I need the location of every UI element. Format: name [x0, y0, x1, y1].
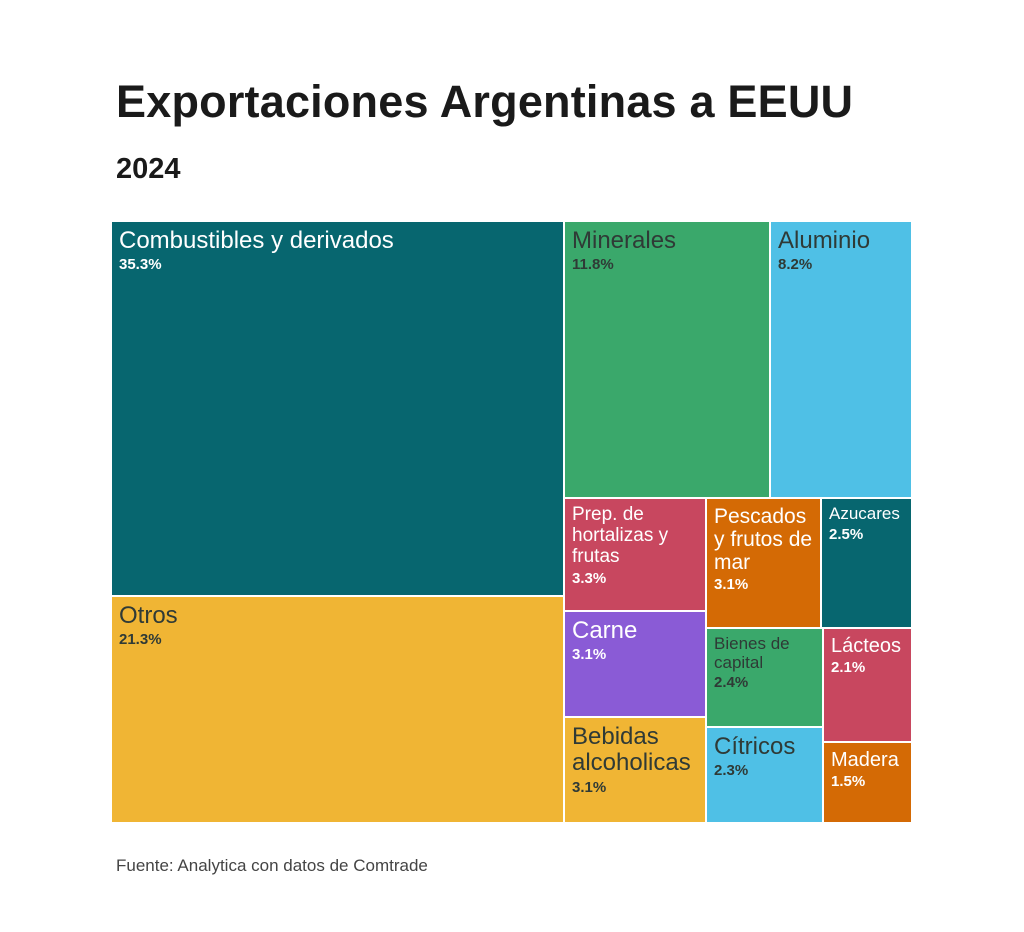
cell-label: Madera	[831, 749, 899, 771]
treemap-cell: Prep. de hortalizas y frutas 3.3%	[564, 498, 706, 611]
treemap-cell: Bebidas alcoholicas 3.1%	[564, 717, 706, 823]
cell-label: Minerales	[572, 227, 677, 254]
cell-label: Lácteos	[831, 635, 902, 657]
cell-value: 8.2%	[778, 256, 813, 274]
cell-label: Pescados y frutos de mar	[714, 505, 813, 575]
cell-value: 2.3%	[714, 762, 749, 780]
cell-label: Otros	[119, 602, 178, 629]
cell-label: Cítricos	[714, 733, 796, 760]
cell-value: 2.5%	[829, 525, 864, 543]
treemap-cell: Bienes de capital 2.4%	[706, 628, 823, 727]
cell-label: Azucares	[829, 504, 900, 523]
treemap-cell: Carne 3.1%	[564, 611, 706, 717]
cell-value: 11.8%	[572, 256, 614, 274]
cell-label: Prep. de hortalizas y frutas	[572, 504, 669, 567]
cell-value: 35.3%	[119, 256, 162, 274]
treemap-cell: Madera 1.5%	[823, 742, 912, 823]
treemap-cell: Lácteos 2.1%	[823, 628, 912, 742]
cell-label: Combustibles y derivados	[119, 227, 394, 254]
source-note: Fuente: Analytica con datos de Comtrade	[116, 856, 428, 875]
treemap-cell: Combustibles y derivados 35.3%	[111, 221, 564, 596]
treemap-cell: Aluminio 8.2%	[770, 221, 912, 498]
cell-value: 3.1%	[572, 778, 607, 796]
cell-value: 3.1%	[714, 576, 749, 594]
cell-label: Aluminio	[778, 227, 871, 254]
cell-label: Bienes de capital	[714, 634, 790, 672]
chart-subtitle: 2024	[116, 153, 181, 185]
cell-value: 21.3%	[119, 631, 162, 649]
cell-label: Bebidas alcoholicas	[572, 723, 691, 777]
treemap-cell: Cítricos 2.3%	[706, 727, 823, 823]
treemap-cell: Minerales 11.8%	[564, 221, 770, 498]
treemap-cell: Pescados y frutos de mar 3.1%	[706, 498, 821, 628]
treemap-cell: Otros 21.3%	[111, 596, 564, 823]
cell-value: 3.3%	[572, 569, 607, 587]
treemap-cell: Azucares 2.5%	[821, 498, 912, 628]
cell-label: Carne	[572, 617, 638, 644]
chart-title: Exportaciones Argentinas a EEUU	[116, 76, 854, 127]
cell-value: 3.1%	[572, 646, 607, 664]
cell-value: 1.5%	[831, 773, 866, 790]
cell-value: 2.4%	[714, 674, 749, 692]
cell-value: 2.1%	[831, 659, 866, 676]
